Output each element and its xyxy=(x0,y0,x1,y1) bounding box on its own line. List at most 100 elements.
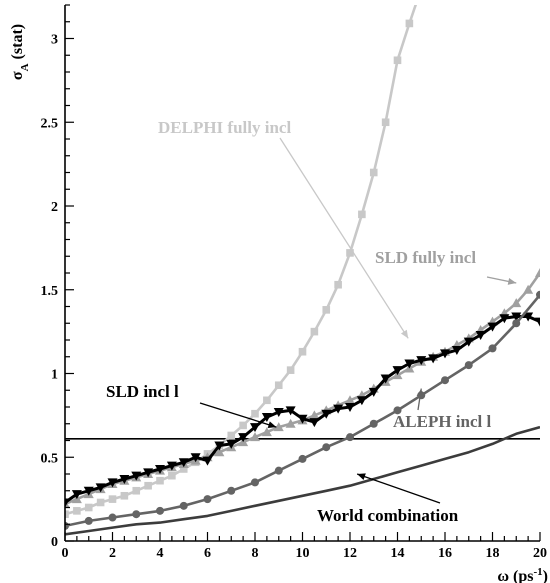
series-2-marker xyxy=(368,387,379,397)
series-2-marker xyxy=(440,349,450,359)
series-1-marker xyxy=(273,422,284,432)
series-0-marker xyxy=(168,471,176,480)
series-0-marker xyxy=(179,465,188,473)
annotation-arrow xyxy=(199,402,277,428)
series-3-marker xyxy=(393,406,402,415)
series-1-marker xyxy=(535,268,540,277)
series-2-marker xyxy=(487,322,498,332)
series-0-marker xyxy=(227,431,236,440)
series-2-marker xyxy=(190,453,201,463)
series-1-marker xyxy=(285,418,296,428)
series-0-marker xyxy=(310,327,319,336)
series-2-marker xyxy=(523,312,534,322)
series-0-marker xyxy=(144,481,152,490)
series-0-marker xyxy=(346,249,354,257)
series-2-marker xyxy=(356,396,367,406)
x-tick-label: 10 xyxy=(296,546,310,561)
series-0-marker xyxy=(96,498,105,507)
series-1-marker xyxy=(345,395,355,405)
series-0-marker xyxy=(120,491,129,500)
series-3-marker xyxy=(84,516,93,525)
series-2-marker xyxy=(499,314,510,324)
series-0-marker xyxy=(322,306,331,314)
series-1-marker xyxy=(250,432,260,442)
x-tick-label: 20 xyxy=(533,546,547,561)
series-2-marker xyxy=(65,498,70,508)
series-0-marker xyxy=(405,19,414,28)
series-2-marker xyxy=(238,433,249,443)
series-3-marker xyxy=(179,501,188,510)
annotation-label: DELPHI fully incl xyxy=(158,118,291,137)
series-2-marker xyxy=(71,490,82,500)
series-2-marker xyxy=(155,464,165,474)
y-tick-label: 2 xyxy=(51,200,58,215)
series-2-marker xyxy=(416,356,427,366)
x-tick-label: 16 xyxy=(438,546,452,561)
annotation-arrowhead xyxy=(400,329,409,339)
series-0-marker xyxy=(286,366,295,374)
series-2-marker xyxy=(428,354,439,364)
y-tick-label: 1 xyxy=(51,368,58,383)
series-2-marker xyxy=(83,486,94,496)
annotation-label: ALEPH incl l xyxy=(393,412,492,431)
series-2-marker xyxy=(226,439,237,449)
series-3-marker xyxy=(227,486,236,495)
series-2-marker xyxy=(214,441,225,451)
series-0-marker xyxy=(108,495,117,503)
series-2-marker xyxy=(107,478,118,488)
x-tick-label: 18 xyxy=(486,546,500,561)
y-axis-title: σA (stat) xyxy=(9,24,31,80)
series-2-marker xyxy=(202,456,213,466)
x-tick-label: 4 xyxy=(157,546,164,561)
series-3-marker xyxy=(132,510,141,519)
series-2-marker xyxy=(95,483,106,493)
series-0-marker xyxy=(84,503,93,512)
series-0-marker xyxy=(298,347,307,356)
annotation-arrowhead xyxy=(267,421,277,429)
annotation-label: World combination xyxy=(317,506,459,525)
x-tick-label: 8 xyxy=(252,546,259,561)
series-0-marker xyxy=(393,56,402,65)
y-tick-label: 0.5 xyxy=(41,451,59,466)
series-1-marker xyxy=(523,284,534,294)
series-3-marker xyxy=(346,433,354,442)
series-2-marker xyxy=(392,366,403,376)
series-2-marker xyxy=(250,423,260,433)
series-3-marker xyxy=(298,454,307,463)
series-0-marker xyxy=(251,409,259,418)
series-0-marker xyxy=(381,118,390,127)
annotation-arrowhead xyxy=(416,388,424,398)
series-2-marker xyxy=(475,330,486,340)
series-3-marker xyxy=(322,443,331,452)
series-2-marker xyxy=(178,458,189,468)
series-3-marker xyxy=(488,344,497,353)
series-0-marker xyxy=(65,510,69,518)
series-2-marker xyxy=(285,406,296,416)
y-tick-label: 1.5 xyxy=(41,284,59,299)
x-tick-label: 0 xyxy=(62,546,69,561)
series-2-marker xyxy=(309,418,320,428)
series-0-marker xyxy=(274,381,283,390)
y-tick-label: 2.5 xyxy=(41,116,59,131)
series-2-marker xyxy=(119,475,130,485)
annotation-arrow xyxy=(356,473,441,504)
series-2-marker xyxy=(273,408,284,418)
x-tick-label: 14 xyxy=(391,546,405,561)
series-2-marker xyxy=(511,312,522,322)
series-3-marker xyxy=(108,513,117,522)
series-0-marker xyxy=(263,396,271,405)
annotation-label: SLD fully incl xyxy=(375,248,476,267)
series-3-marker xyxy=(536,290,540,299)
series-0-marker xyxy=(156,476,164,485)
series-0-marker xyxy=(358,210,366,219)
x-axis-title: ω (ps-1) xyxy=(497,566,548,583)
series-0-marker xyxy=(132,486,141,495)
y-tick-label: 0 xyxy=(51,535,58,550)
annotation-arrowhead xyxy=(507,278,517,285)
annotation-label: SLD incl l xyxy=(106,382,179,401)
series-3-marker xyxy=(441,376,449,385)
series-1-marker xyxy=(214,447,225,457)
series-2-marker xyxy=(380,374,391,384)
series-1-marker xyxy=(511,298,522,308)
series-1-marker xyxy=(309,410,320,420)
